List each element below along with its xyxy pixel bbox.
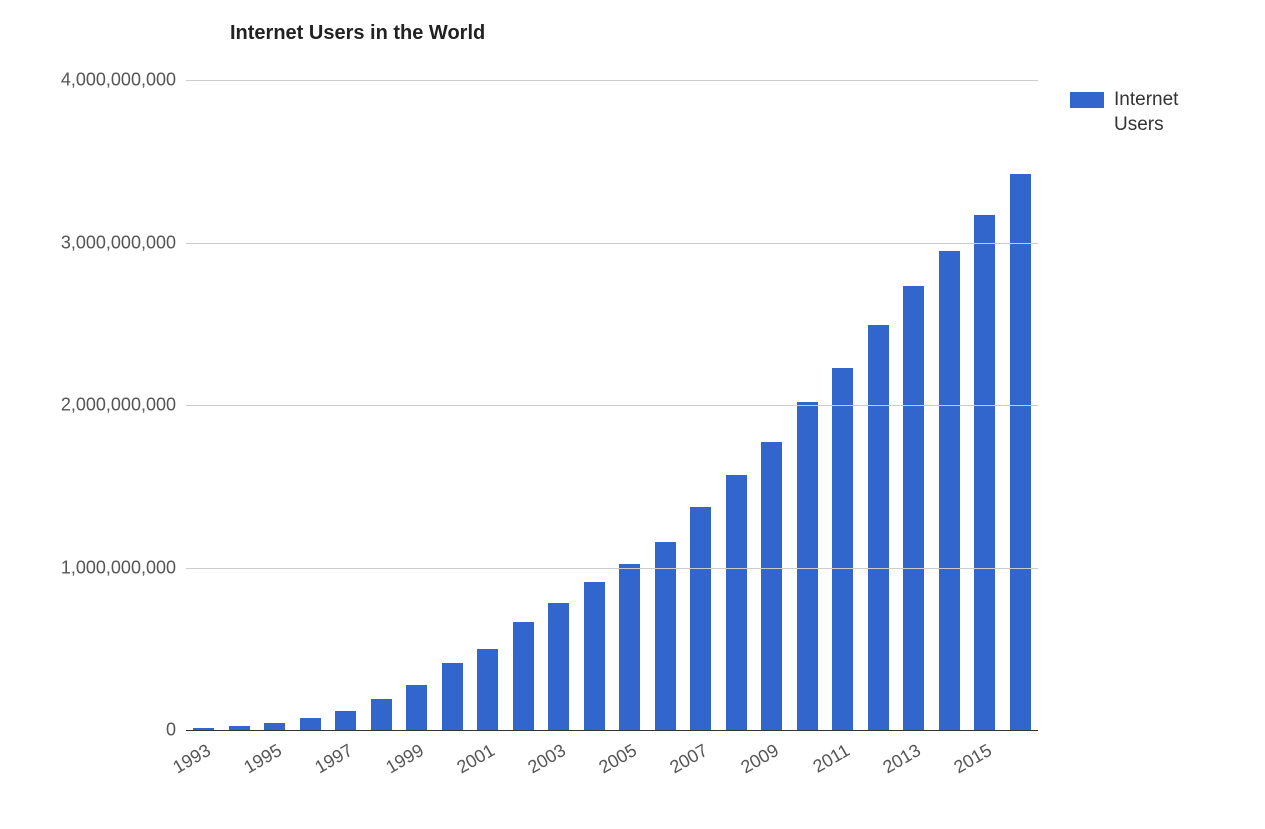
legend-label: Internet Users <box>1114 88 1224 137</box>
bar <box>371 699 392 730</box>
bar <box>761 442 782 730</box>
y-tick-label: 0 <box>166 720 176 741</box>
y-tick-label: 3,000,000,000 <box>61 232 176 253</box>
bar <box>832 368 853 730</box>
bar <box>868 325 889 730</box>
y-tick-label: 2,000,000,000 <box>61 395 176 416</box>
y-tick-label: 4,000,000,000 <box>61 70 176 91</box>
legend-swatch <box>1070 92 1104 108</box>
chart-title: Internet Users in the World <box>230 22 485 45</box>
x-tick-label: 2011 <box>809 740 853 778</box>
bar <box>584 582 605 730</box>
bar <box>513 622 534 730</box>
x-tick-label: 2003 <box>524 740 569 778</box>
x-tick-label: 2015 <box>950 740 995 778</box>
plot-inner: 01,000,000,0002,000,000,0003,000,000,000… <box>186 80 1038 730</box>
x-tick-label: 2005 <box>595 740 640 778</box>
bar <box>619 564 640 730</box>
bar <box>797 402 818 730</box>
bar <box>903 286 924 730</box>
legend: Internet Users <box>1070 88 1224 137</box>
bar <box>690 507 711 730</box>
x-tick-label: 1993 <box>169 740 214 778</box>
bar <box>655 542 676 731</box>
bar <box>1010 174 1031 730</box>
gridline <box>186 405 1038 406</box>
bar <box>974 215 995 730</box>
bar <box>335 711 356 731</box>
x-tick-label: 1995 <box>240 740 285 778</box>
x-axis-baseline <box>186 730 1038 731</box>
x-tick-label: 1997 <box>311 740 356 778</box>
x-tick-label: 2013 <box>879 740 924 778</box>
plot-area: 01,000,000,0002,000,000,0003,000,000,000… <box>186 80 1038 730</box>
x-tick-label: 1999 <box>382 740 427 778</box>
x-tick-label: 2007 <box>666 740 711 778</box>
bar <box>442 663 463 730</box>
bar <box>548 603 569 730</box>
bar <box>726 475 747 730</box>
bar <box>300 718 321 731</box>
gridline <box>186 80 1038 81</box>
x-tick-label: 2009 <box>737 740 782 778</box>
gridline <box>186 243 1038 244</box>
bar <box>406 685 427 731</box>
gridline <box>186 568 1038 569</box>
y-tick-label: 1,000,000,000 <box>61 557 176 578</box>
x-tick-label: 2001 <box>453 740 498 778</box>
chart-container: Internet Users in the World 01,000,000,0… <box>0 0 1265 829</box>
bar <box>264 723 285 730</box>
bar <box>477 649 498 730</box>
bar <box>939 251 960 730</box>
